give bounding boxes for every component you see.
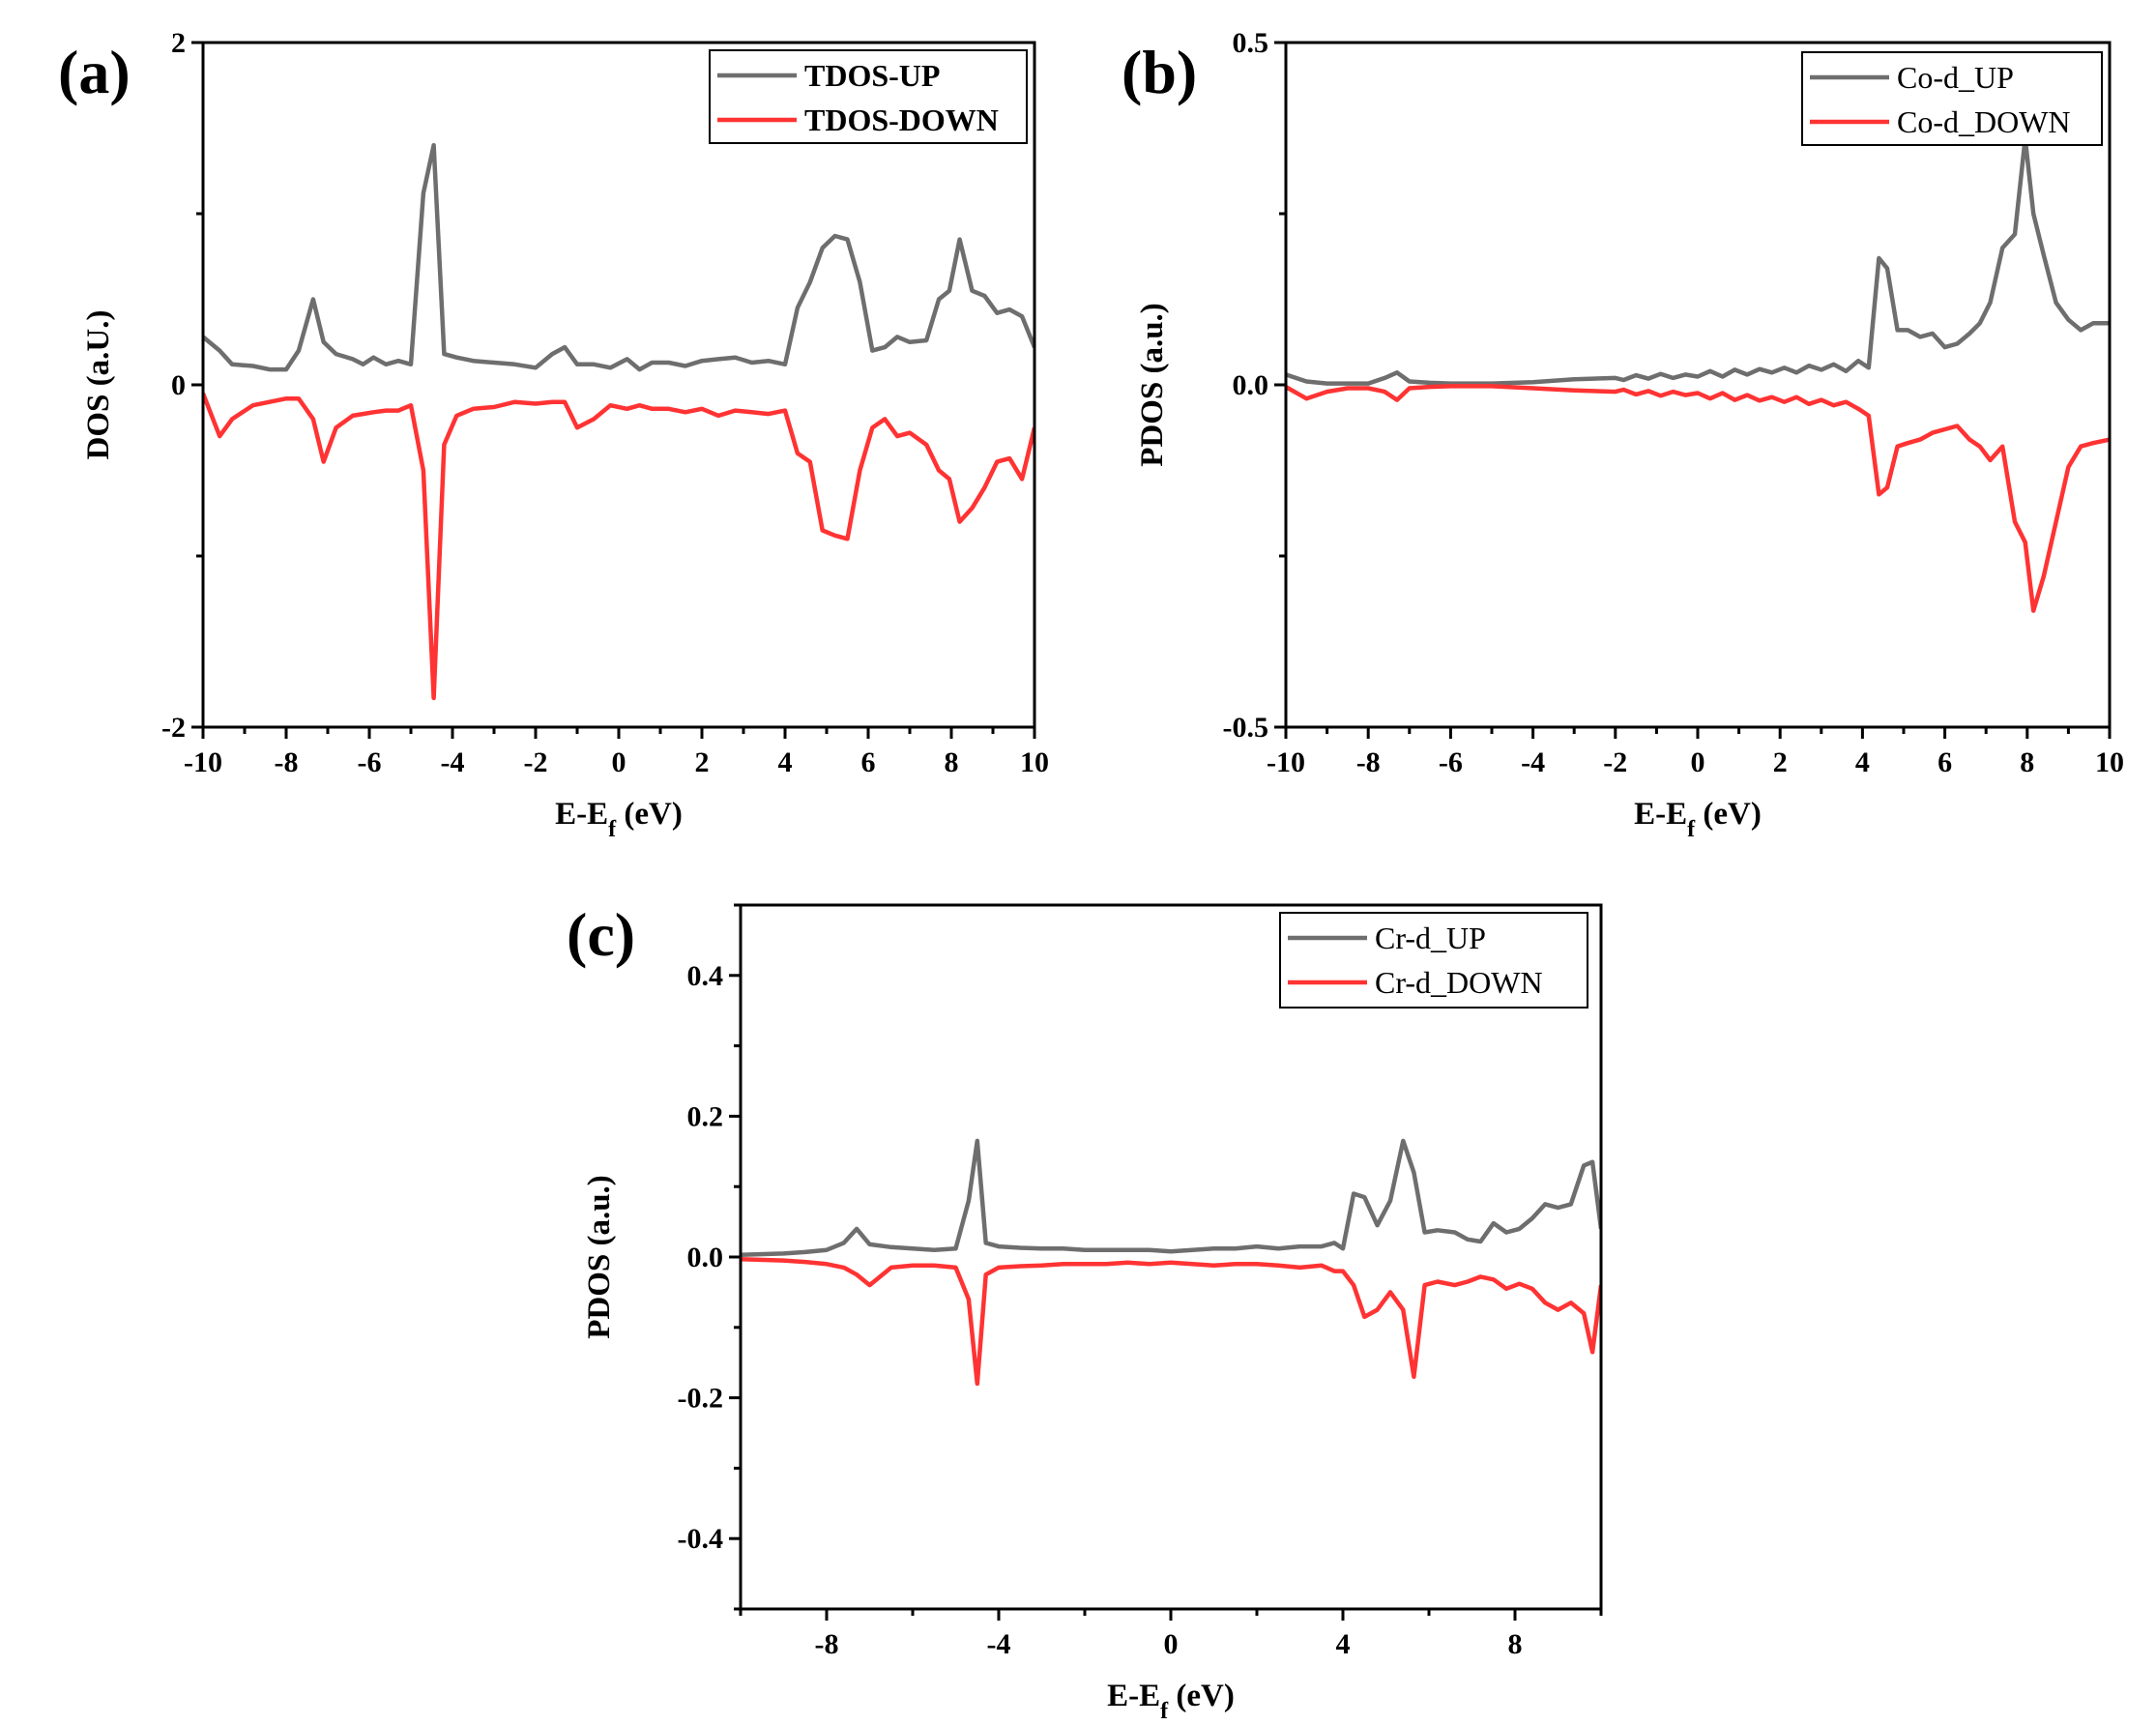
x-tick-label: 4	[778, 746, 793, 778]
x-tick-label: 2	[695, 746, 710, 778]
x-tick-label: 10	[1020, 746, 1049, 778]
y-tick-label: -2	[161, 712, 186, 744]
x-tick-label: 0	[1164, 1628, 1179, 1660]
panel-label: (b)	[1122, 38, 1197, 106]
y-tick-label: 0.5	[1233, 27, 1269, 59]
x-tick-label: 10	[2095, 746, 2124, 778]
plot-frame	[739, 903, 1603, 1611]
legend-label: Co-d_UP	[1897, 60, 2014, 95]
x-tick-label: 2	[1773, 746, 1788, 778]
panel-label: (c)	[567, 900, 635, 969]
x-tick-label: -8	[815, 1628, 839, 1660]
legend-box	[709, 49, 1028, 144]
y-tick-label: -0.4	[678, 1523, 724, 1555]
y-tick-label: -0.5	[1223, 712, 1269, 744]
series-line-co-d-down	[1286, 384, 2110, 613]
legend-label: TDOS-DOWN	[804, 102, 999, 137]
y-axis-label: PDOS (a.u.)	[1135, 303, 1170, 467]
y-tick-label: 0.0	[687, 1242, 724, 1273]
x-axis-label: E-Ef (eV)	[1634, 797, 1762, 842]
x-tick-label: 8	[1508, 1628, 1523, 1660]
legend-box	[1279, 912, 1588, 1009]
series-line-cr-d-up	[741, 1138, 1601, 1258]
plot-frame	[201, 41, 1036, 729]
legend-label: Co-d_DOWN	[1897, 104, 2071, 139]
legend-box	[1801, 51, 2103, 146]
y-axis-label: DOS (a.U.)	[81, 310, 116, 460]
x-axis-label: E-Ef (eV)	[1107, 1679, 1235, 1724]
x-tick-label: 6	[1937, 746, 1952, 778]
x-tick-label: -4	[987, 1628, 1011, 1660]
x-tick-label: 6	[861, 746, 876, 778]
y-tick-label: 2	[171, 27, 186, 59]
x-tick-label: 8	[945, 746, 959, 778]
legend: TDOS-UP TDOS-DOWN	[709, 49, 1028, 144]
x-tick-label: 0	[612, 746, 626, 778]
x-tick-label: -4	[441, 746, 465, 778]
x-tick-label: -2	[1603, 746, 1627, 778]
y-tick-label: 0.2	[687, 1100, 724, 1132]
series-line-cr-d-down	[741, 1256, 1601, 1387]
legend: Co-d_UP Co-d_DOWN	[1801, 51, 2103, 146]
y-tick-label: 0.0	[1233, 369, 1269, 401]
x-tick-label: -10	[1267, 746, 1305, 778]
series-line-co-d-up	[1286, 135, 2110, 386]
x-tick-label: -4	[1521, 746, 1545, 778]
x-tick-label: 0	[1691, 746, 1705, 778]
x-tick-label: -8	[1356, 746, 1381, 778]
x-tick-label: -6	[1439, 746, 1463, 778]
panel-label: (a)	[58, 38, 131, 106]
series-line-tdos-up	[203, 142, 1034, 372]
x-tick-label: 8	[2020, 746, 2034, 778]
legend: Cr-d_UP Cr-d_DOWN	[1279, 912, 1588, 1009]
x-tick-label: -8	[275, 746, 299, 778]
panel-c: (c) -8 -4 0 4 8 -0.4 -0.2 0.0 0.2 0.4 E-Ef (eV) PDOS…	[567, 900, 1603, 1724]
legend-label: Cr-d_DOWN	[1375, 965, 1543, 1000]
series-line-tdos-down	[203, 393, 1034, 701]
x-tick-label: -6	[358, 746, 382, 778]
y-tick-label: 0	[171, 369, 186, 401]
y-tick-label: 0.4	[687, 960, 724, 992]
legend-label: TDOS-UP	[804, 58, 940, 93]
x-tick-label: -2	[524, 746, 548, 778]
x-tick-label: -10	[184, 746, 222, 778]
x-tick-label: 4	[1336, 1628, 1351, 1660]
panel-a: (a) -10 -8 -6 -4 -2 0 2 4 6 8 10 -2 0 2 E-Ef (eV) DOS (a…	[58, 27, 1049, 842]
x-axis-label: E-Ef (eV)	[555, 797, 683, 842]
y-axis-label: PDOS (a.u.)	[582, 1175, 617, 1339]
y-tick-label: -0.2	[678, 1383, 724, 1415]
panel-b: (b) -10 -8 -6 -4 -2 0 2 4 6 8 10 -0.5 0.0 0.5 E-Ef (eV)…	[1122, 27, 2124, 842]
x-tick-label: 4	[1855, 746, 1870, 778]
legend-label: Cr-d_UP	[1375, 921, 1486, 955]
